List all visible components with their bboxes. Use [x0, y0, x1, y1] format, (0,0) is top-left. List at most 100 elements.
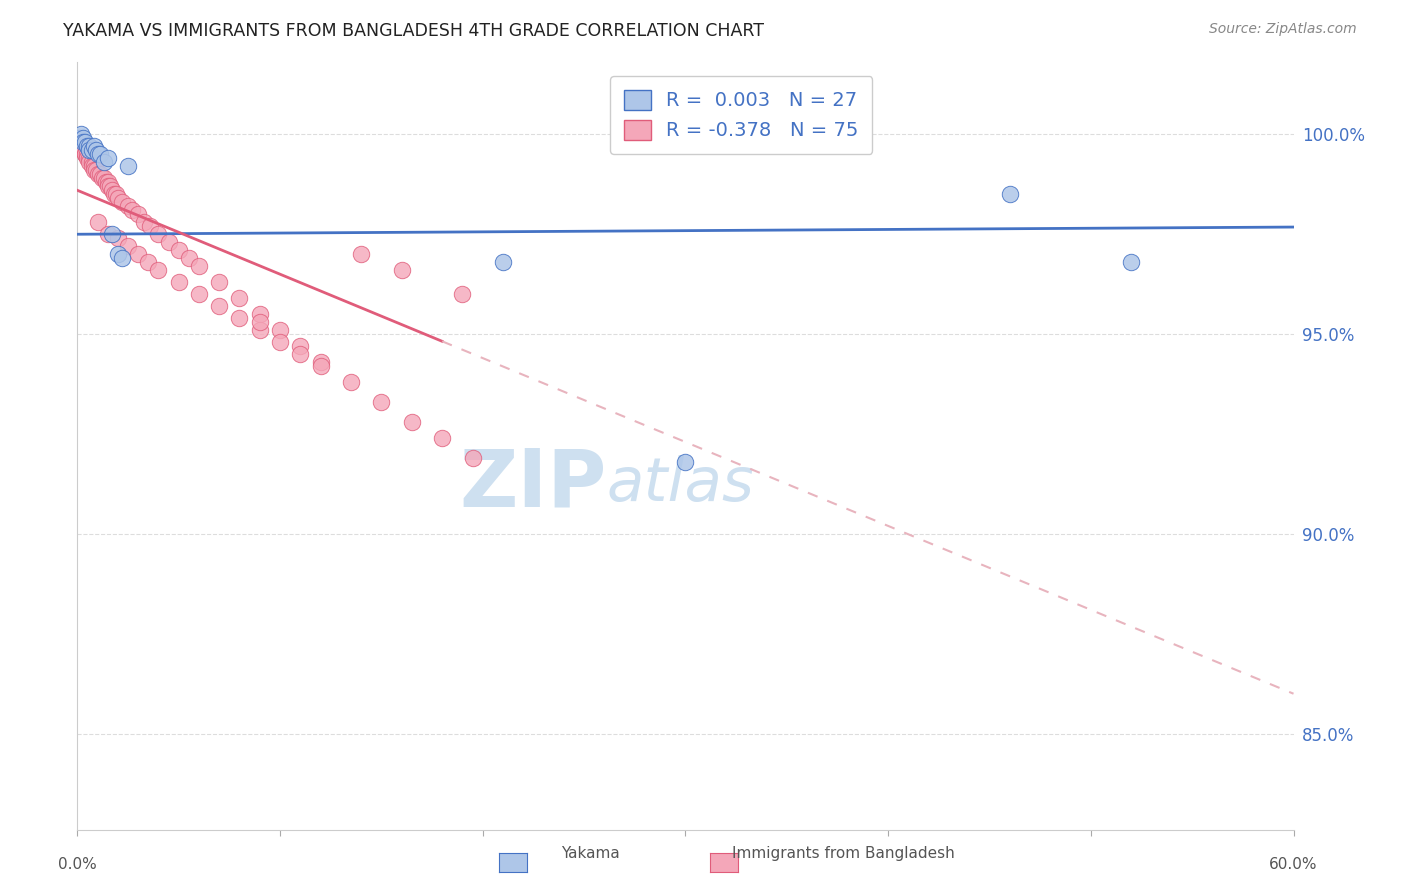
Point [86, 215, 108, 229]
Point [309, 359, 332, 373]
Point [111, 195, 134, 210]
Point [70, 136, 93, 150]
Point [104, 187, 127, 202]
Point [79, 139, 101, 153]
Point [127, 247, 149, 261]
Point [97, 227, 120, 242]
Point [107, 191, 129, 205]
Point [107, 231, 129, 245]
Point [451, 287, 474, 301]
Point [97, 175, 120, 189]
Point [80, 144, 103, 158]
Point [117, 199, 139, 213]
Point [177, 251, 200, 265]
Point [90, 171, 112, 186]
Point [84, 163, 107, 178]
Point [80, 159, 103, 173]
Point [139, 219, 162, 234]
Point [70, 139, 93, 153]
Text: ZIP: ZIP [460, 445, 606, 524]
Point [188, 287, 211, 301]
Point [1121, 255, 1143, 269]
Point [94, 175, 117, 189]
Point [72, 139, 94, 153]
Point [93, 171, 115, 186]
Point [340, 375, 363, 389]
Point [401, 415, 423, 429]
Text: Immigrants from Bangladesh: Immigrants from Bangladesh [733, 846, 955, 861]
Point [309, 355, 332, 369]
Text: YAKAMA VS IMMIGRANTS FROM BANGLADESH 4TH GRADE CORRELATION CHART: YAKAMA VS IMMIGRANTS FROM BANGLADESH 4TH… [63, 22, 765, 40]
Point [370, 395, 392, 409]
Point [249, 315, 271, 329]
Point [117, 239, 139, 253]
Text: Yakama: Yakama [561, 846, 620, 861]
Point [83, 159, 105, 173]
Point [72, 144, 94, 158]
Point [89, 167, 111, 181]
Point [75, 147, 97, 161]
Point [72, 144, 94, 158]
Point [76, 147, 98, 161]
Point [148, 263, 170, 277]
Point [208, 275, 231, 289]
Text: 0.0%: 0.0% [58, 857, 97, 872]
Point [67, 131, 90, 145]
Point [350, 247, 373, 261]
Point [269, 323, 291, 337]
Text: 60.0%: 60.0% [1270, 857, 1317, 872]
Point [134, 215, 156, 229]
Text: Source: ZipAtlas.com: Source: ZipAtlas.com [1209, 22, 1357, 37]
Point [121, 203, 143, 218]
Point [70, 139, 93, 153]
Point [75, 136, 97, 150]
Point [98, 179, 121, 194]
Point [998, 187, 1021, 202]
Legend: R =  0.003   N = 27, R = -0.378   N = 75: R = 0.003 N = 27, R = -0.378 N = 75 [610, 76, 872, 154]
Point [97, 179, 120, 194]
Point [111, 251, 134, 265]
Point [97, 151, 120, 165]
Point [148, 227, 170, 242]
Point [72, 131, 94, 145]
Point [79, 144, 101, 158]
Point [249, 323, 271, 337]
Point [430, 431, 453, 445]
Point [188, 259, 211, 273]
Point [76, 151, 98, 165]
Text: atlas: atlas [606, 455, 754, 514]
Point [136, 255, 159, 269]
Point [675, 455, 697, 469]
Point [249, 307, 271, 321]
Point [101, 183, 124, 197]
Point [228, 311, 250, 326]
Point [79, 151, 101, 165]
Point [80, 155, 103, 169]
Point [269, 335, 291, 350]
Point [167, 275, 190, 289]
Point [391, 263, 413, 277]
Point [67, 136, 90, 150]
Point [492, 255, 515, 269]
Point [72, 136, 94, 150]
Point [157, 235, 180, 250]
Point [103, 187, 125, 202]
Point [290, 339, 312, 353]
Point [75, 147, 97, 161]
Point [67, 131, 90, 145]
Point [86, 147, 108, 161]
Point [101, 227, 124, 242]
Point [93, 155, 115, 169]
Point [167, 244, 190, 258]
Point [290, 347, 312, 361]
Point [89, 147, 111, 161]
Point [461, 450, 484, 465]
Point [76, 139, 98, 153]
Point [83, 163, 105, 178]
Point [208, 299, 231, 313]
Point [83, 139, 105, 153]
Point [84, 144, 107, 158]
Point [127, 207, 149, 221]
Point [79, 155, 101, 169]
Point [228, 291, 250, 305]
